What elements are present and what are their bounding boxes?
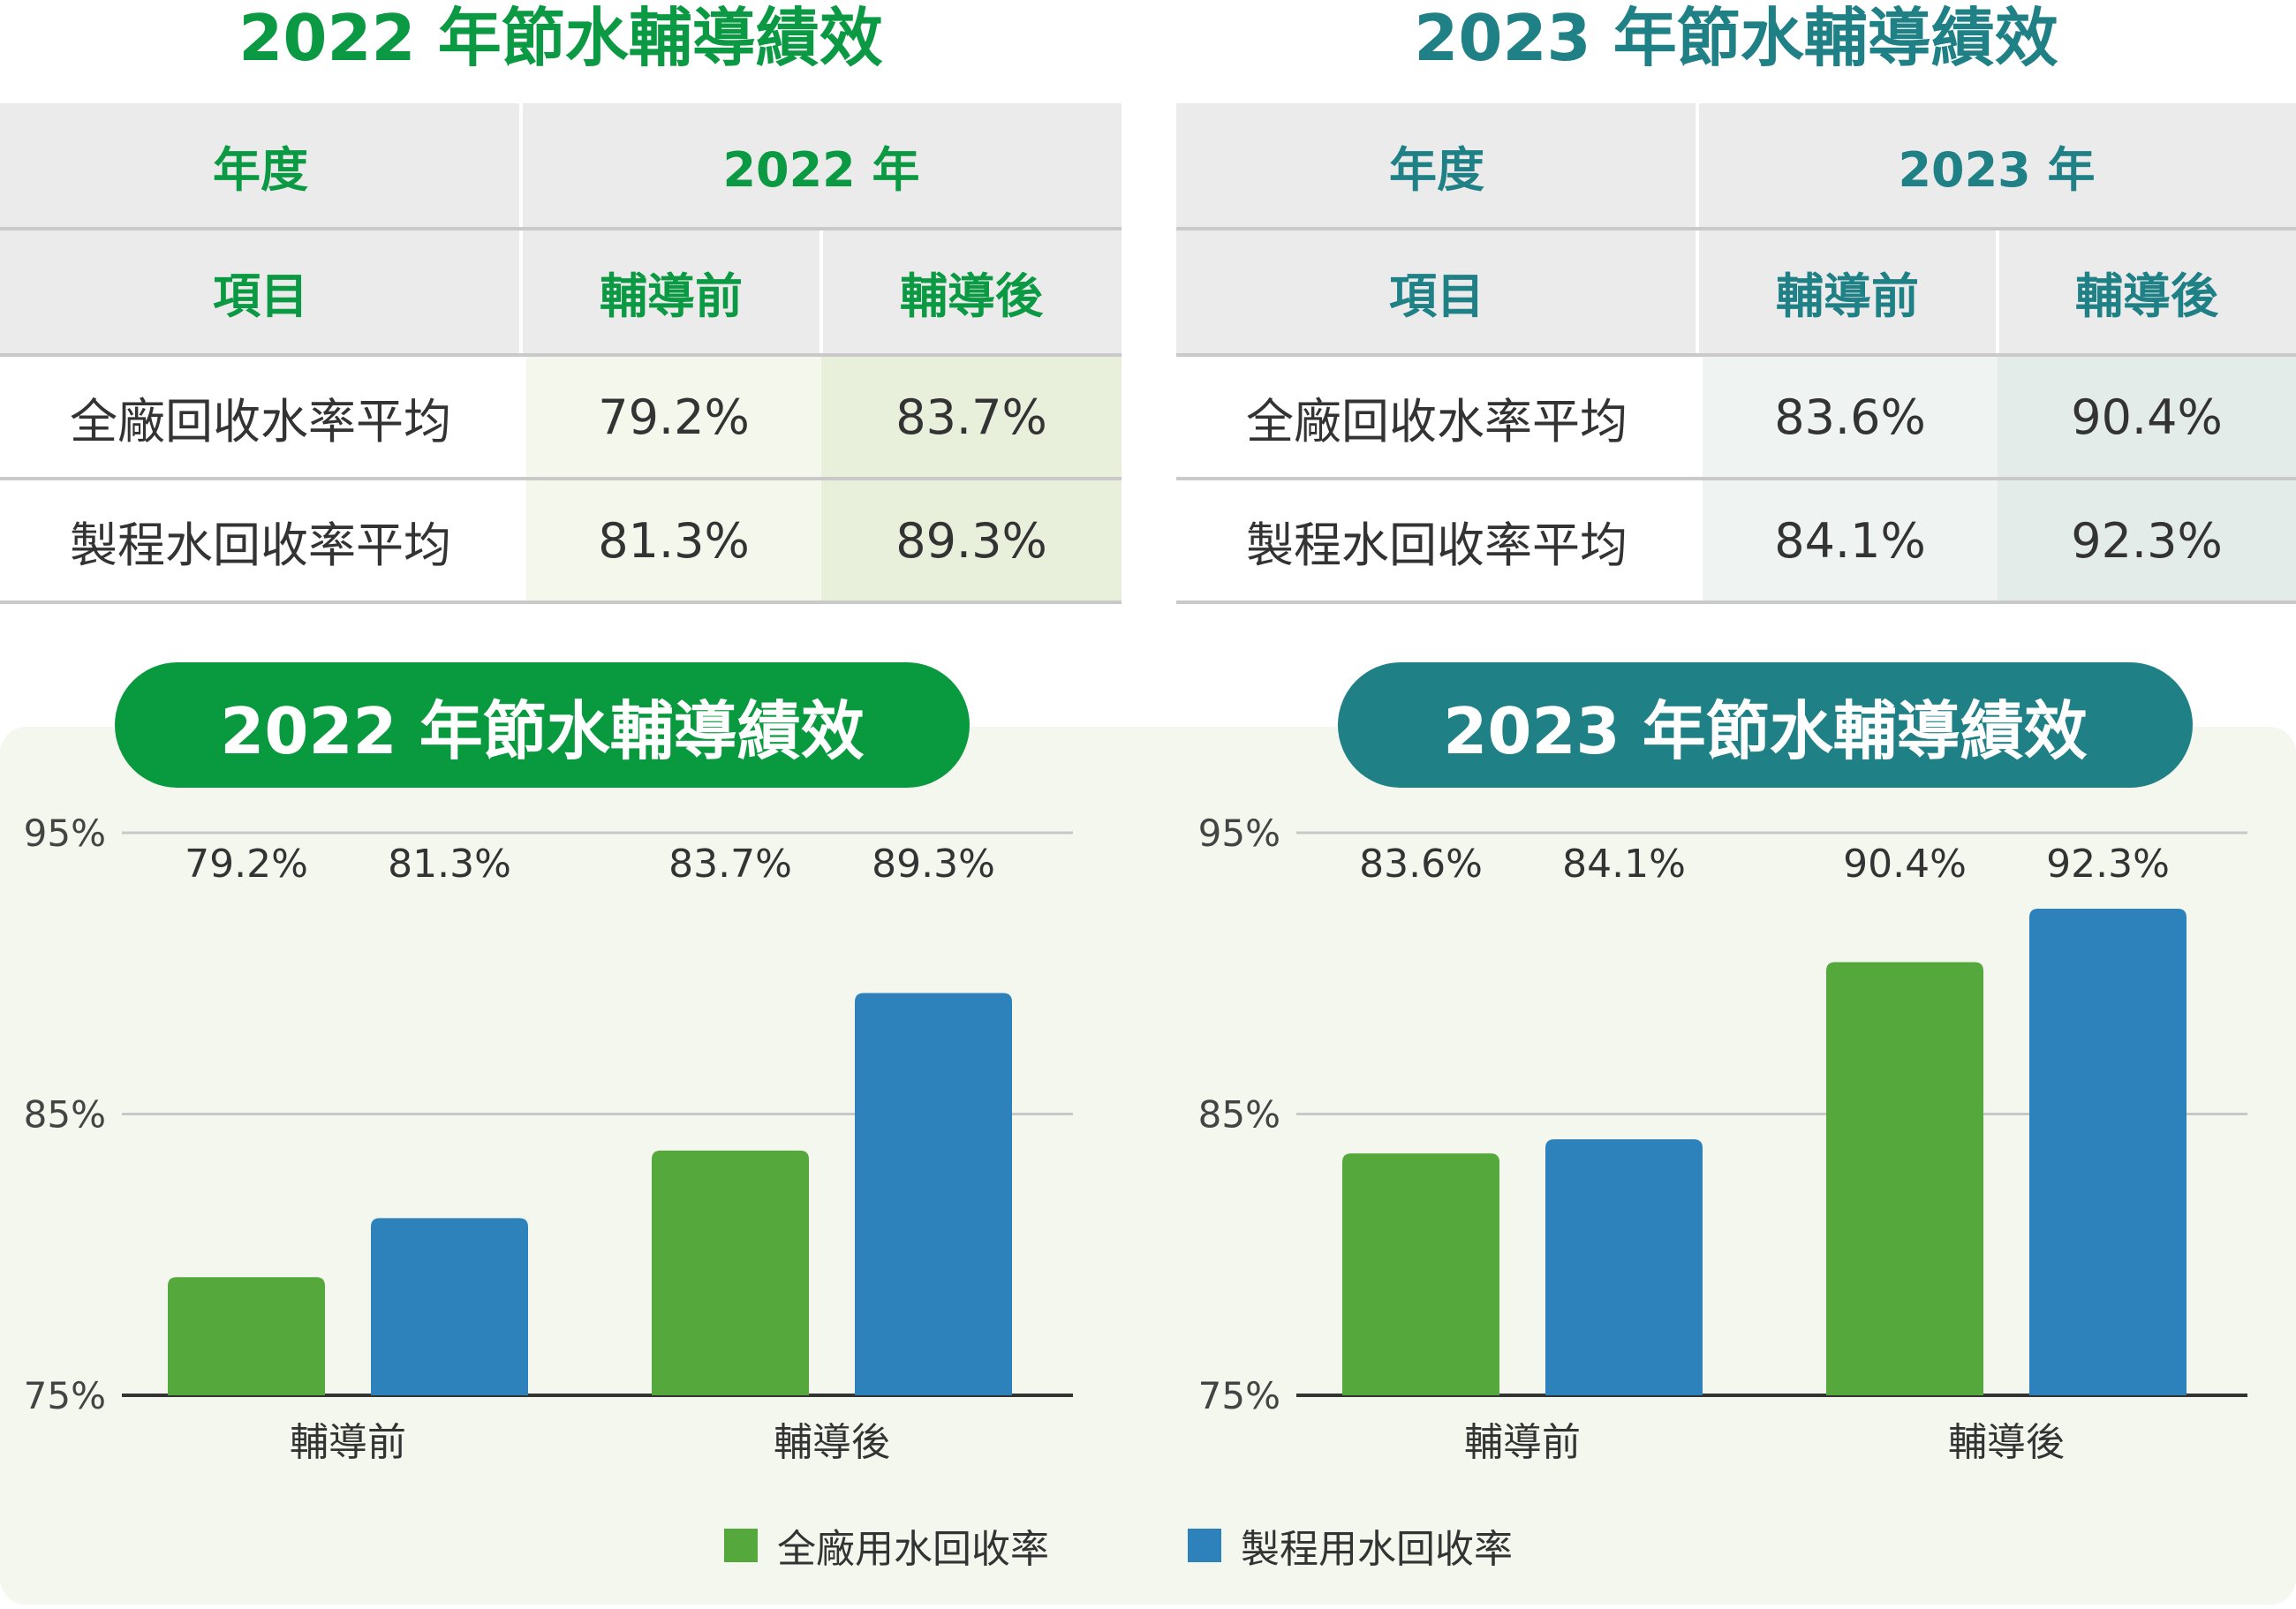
row-divider xyxy=(1176,353,2296,357)
bar xyxy=(168,1277,325,1395)
value-cell: 92.3% xyxy=(1998,480,2296,601)
after-header: 輔導後 xyxy=(821,230,1122,353)
chart-title-2022: 2022 年節水輔導績效 xyxy=(115,662,970,788)
data-label: 81.3% xyxy=(388,842,511,887)
item-header: 項目 xyxy=(1176,230,1697,353)
legend-item-process: 製程用水回收率 xyxy=(1188,1519,1513,1572)
row-divider xyxy=(0,601,1122,604)
value-cell: 83.7% xyxy=(821,357,1122,477)
bar xyxy=(2029,908,2186,1395)
row-divider xyxy=(1176,227,2296,230)
value-cell: 84.1% xyxy=(1703,480,1998,601)
data-label: 92.3% xyxy=(2046,842,2170,887)
x-category-label: 輔導前 xyxy=(290,1420,406,1465)
data-label: 89.3% xyxy=(872,842,995,887)
row-divider xyxy=(1176,601,2296,604)
row-label: 製程水回收率平均 xyxy=(70,517,451,573)
title-2022: 2022 年節水輔導績效 xyxy=(238,1,883,75)
bar xyxy=(1826,962,1983,1395)
bar-chart-2022: 75% 85% 95% 79.2% 81.3% 輔導前 83.7% 89.3% 輔導後 xyxy=(24,812,1073,1465)
column-divider xyxy=(819,230,823,353)
year-header: 年度 xyxy=(1176,103,1697,227)
data-label: 84.1% xyxy=(1562,842,1686,887)
title-2023: 2023 年節水輔導績效 xyxy=(1414,1,2058,75)
value-cell: 81.3% xyxy=(526,480,821,601)
after-header: 輔導後 xyxy=(1998,230,2296,353)
year-value: 2023 年 xyxy=(1697,103,2296,227)
bar-chart-2023: 75% 85% 95% 83.6% 84.1% 輔導前 90.4% 92.3% 輔導後 xyxy=(1198,812,2247,1465)
chart-title-2023: 2023 年節水輔導績效 xyxy=(1338,662,2193,788)
legend-label: 全廠用水回收率 xyxy=(777,1527,1049,1572)
bar xyxy=(1545,1139,1703,1395)
data-label: 83.6% xyxy=(1359,842,1483,887)
row-label: 製程水回收率平均 xyxy=(1246,517,1628,573)
row-divider xyxy=(0,477,1122,480)
legend-swatch-green xyxy=(724,1529,758,1562)
data-label: 83.7% xyxy=(668,842,792,887)
legend-label: 製程用水回收率 xyxy=(1241,1527,1513,1572)
y-tick-label: 75% xyxy=(1198,1374,1280,1417)
bar xyxy=(371,1218,528,1395)
before-header: 輔導前 xyxy=(1697,230,1998,353)
x-category-label: 輔導後 xyxy=(1948,1420,2065,1465)
table-2023: 年度 2023 年 項目 輔導前 輔導後 全廠回收水率平均 83.6% 90.4… xyxy=(1176,103,2296,604)
y-tick-label: 95% xyxy=(1198,812,1280,855)
value-cell: 90.4% xyxy=(1998,357,2296,477)
table-2022: 年度 2022 年 項目 輔導前 輔導後 全廠回收水率平均 79.2% 83.7… xyxy=(0,103,1122,604)
data-label: 90.4% xyxy=(1843,842,1967,887)
y-tick-label: 75% xyxy=(24,1374,106,1417)
year-value: 2022 年 xyxy=(521,103,1122,227)
row-divider xyxy=(0,227,1122,230)
data-label: 79.2% xyxy=(185,842,308,887)
y-tick-label: 95% xyxy=(24,812,106,855)
value-cell: 83.6% xyxy=(1703,357,1998,477)
year-header: 年度 xyxy=(0,103,521,227)
item-header: 項目 xyxy=(0,230,521,353)
before-header: 輔導前 xyxy=(521,230,821,353)
x-category-label: 輔導後 xyxy=(774,1420,890,1465)
x-category-label: 輔導前 xyxy=(1464,1420,1581,1465)
row-label: 全廠回收水率平均 xyxy=(1246,393,1628,449)
bar xyxy=(855,993,1012,1395)
row-divider xyxy=(0,353,1122,357)
value-cell: 79.2% xyxy=(526,357,821,477)
bar xyxy=(1342,1153,1499,1395)
legend-item-plant: 全廠用水回收率 xyxy=(724,1519,1049,1572)
column-divider xyxy=(1996,230,1999,353)
value-cell: 89.3% xyxy=(821,480,1122,601)
y-tick-label: 85% xyxy=(1198,1093,1280,1137)
row-divider xyxy=(1176,477,2296,480)
row-label: 全廠回收水率平均 xyxy=(70,393,451,449)
y-tick-label: 85% xyxy=(24,1093,106,1137)
legend-swatch-blue xyxy=(1188,1529,1221,1562)
bar xyxy=(652,1150,809,1395)
